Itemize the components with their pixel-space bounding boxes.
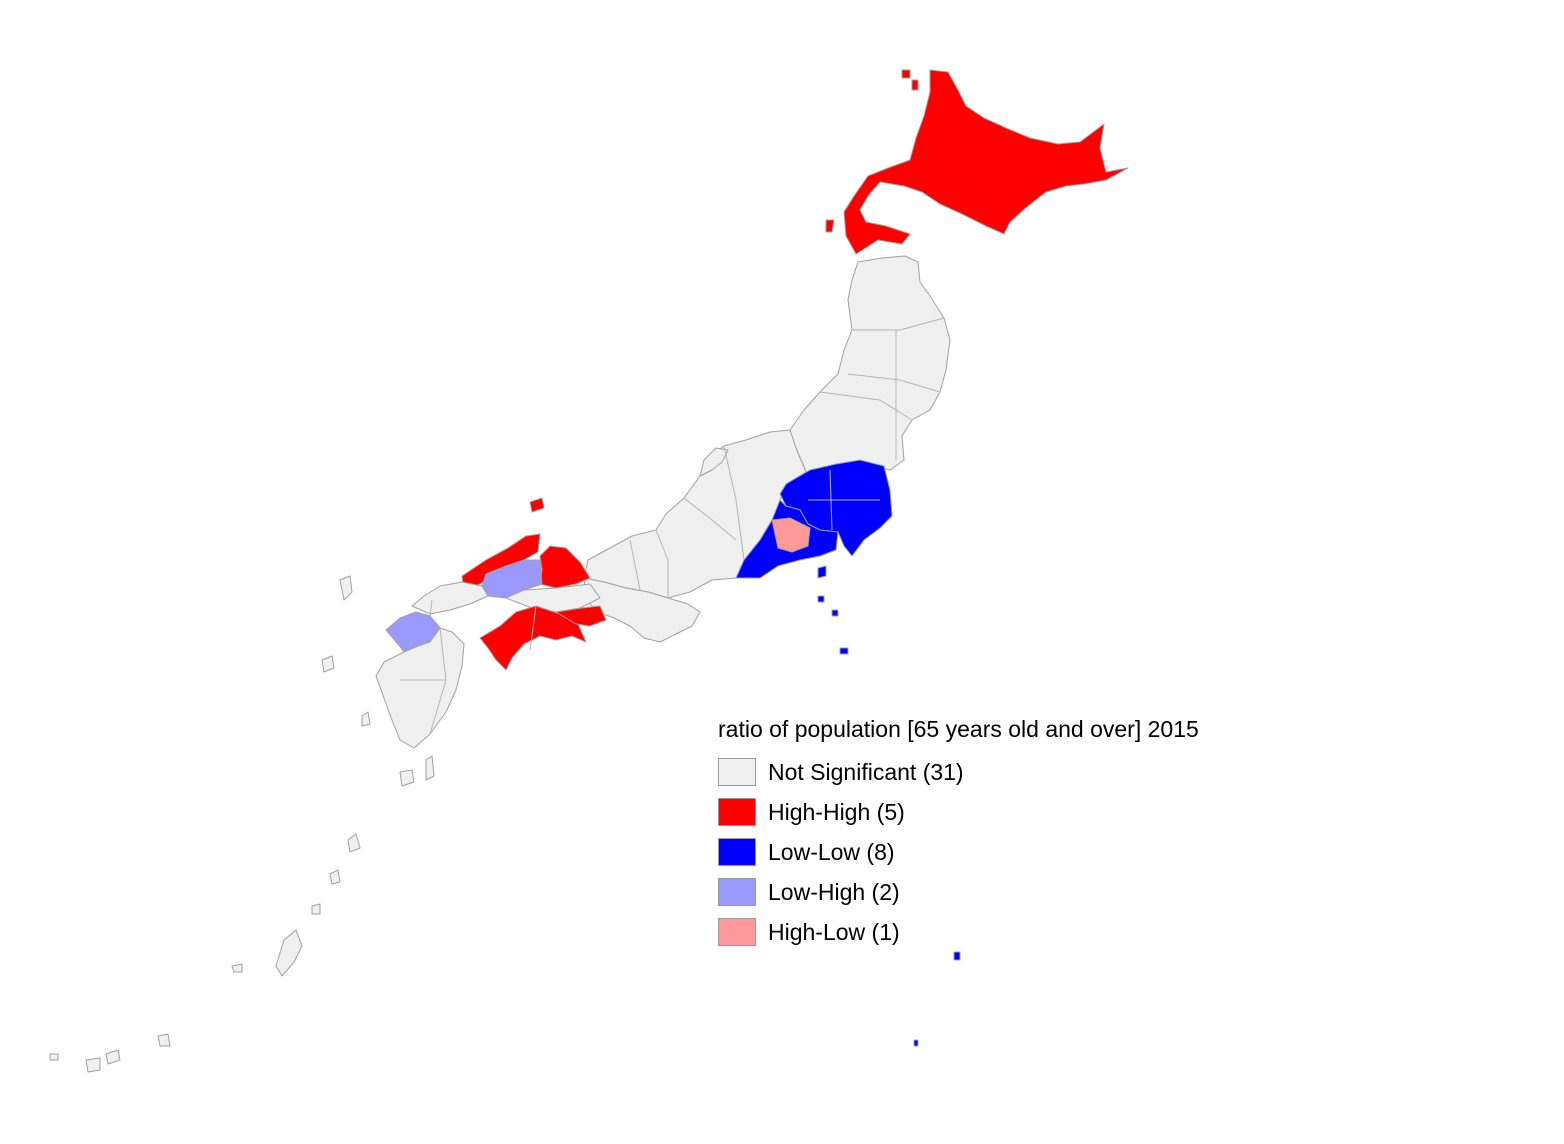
legend-item-high-high: High-High (5) (718, 792, 1199, 832)
region-hokkaido-okushiri (825, 219, 835, 233)
region-miyako (157, 1033, 171, 1047)
region-okayama-tottori (539, 545, 591, 589)
legend-swatch (718, 878, 756, 906)
region-kume (231, 963, 243, 973)
legend-label: Not Significant (31) (768, 758, 964, 785)
region-amami (347, 833, 361, 853)
region-kinki (583, 577, 701, 643)
region-chubu (583, 429, 807, 599)
region-hokkaido-rebun (911, 79, 919, 91)
region-kyushu (375, 627, 465, 749)
region-yamaguchi (411, 581, 489, 615)
region-oki (529, 497, 545, 513)
legend-label: Low-High (2) (768, 878, 900, 905)
legend-swatch (718, 758, 756, 786)
legend-swatch (718, 838, 756, 866)
region-izu-4 (839, 647, 849, 655)
region-hokkaido (843, 69, 1129, 255)
region-tohoku (789, 255, 951, 477)
region-okinawa-main (275, 929, 303, 977)
prefecture-borders (400, 317, 945, 735)
region-izu-5 (953, 951, 961, 961)
region-izu-2 (817, 595, 825, 603)
region-ishigaki (105, 1049, 121, 1065)
region-iriomote (85, 1057, 101, 1073)
region-hokkaido-rishiri (901, 69, 911, 79)
legend-swatch (718, 798, 756, 826)
region-tanegashima (425, 755, 435, 781)
legend-title: ratio of population [65 years old and ov… (718, 716, 1199, 742)
region-nagasaki-isl (321, 655, 335, 673)
region-izu-1 (817, 565, 827, 579)
region-yamanashi (771, 517, 811, 553)
region-shikoku (479, 605, 587, 671)
map-legend: ratio of population [65 years old and ov… (718, 714, 1199, 952)
legend-item-low-high: Low-High (2) (718, 872, 1199, 912)
region-izu-6 (913, 1039, 919, 1047)
region-izu-3 (831, 609, 839, 617)
legend-item-low-low: Low-Low (8) (718, 832, 1199, 872)
legend-label: High-High (5) (768, 798, 905, 825)
legend-item-not-significant: Not Significant (31) (718, 752, 1199, 792)
region-tokunoshima (329, 869, 341, 885)
region-shikoku-north (555, 605, 607, 627)
region-goto (339, 575, 353, 601)
legend-label: High-Low (1) (768, 918, 900, 945)
legend-swatch (718, 918, 756, 946)
region-okinoerabu (311, 903, 321, 915)
region-yakushima (399, 769, 415, 787)
region-yonaguni (49, 1053, 59, 1061)
legend-item-high-low: High-Low (1) (718, 912, 1199, 952)
legend-label: Low-Low (8) (768, 838, 895, 865)
region-koshiki (361, 711, 371, 727)
region-noto (699, 447, 729, 477)
